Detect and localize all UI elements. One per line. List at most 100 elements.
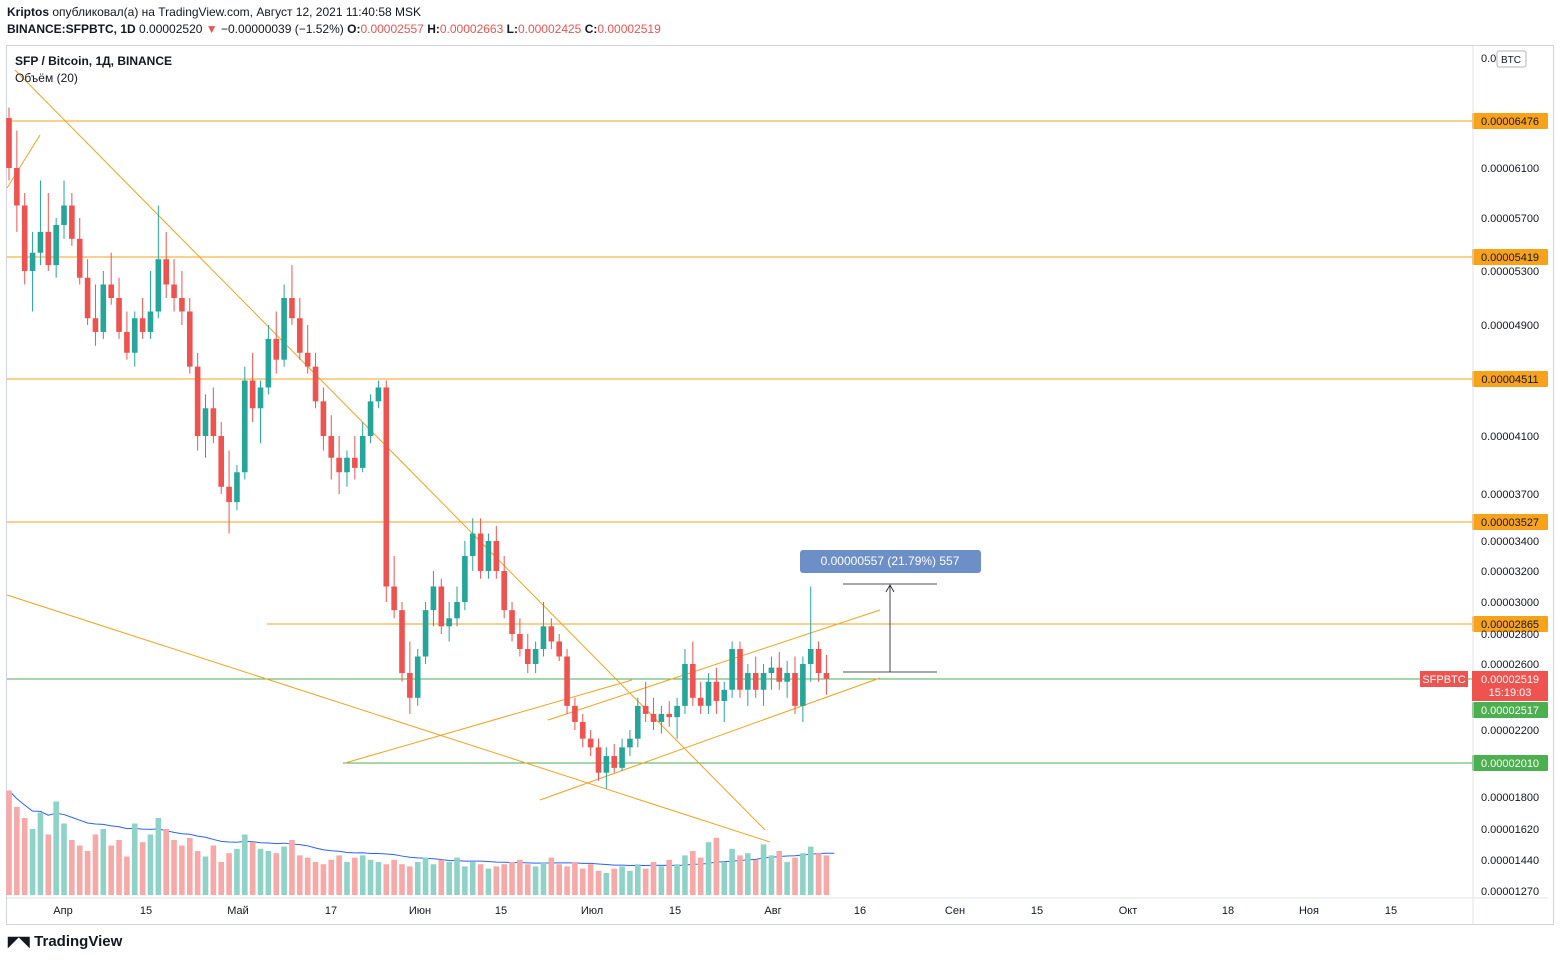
volume-bar — [540, 862, 547, 895]
volume-bar — [635, 864, 641, 895]
x-tick-label: Июн — [409, 905, 431, 917]
volume-bar — [548, 857, 555, 895]
volume-bar — [737, 855, 743, 895]
volume-bar — [391, 859, 397, 895]
currency-badge-label: BTC — [1501, 55, 1521, 66]
legend-title[interactable]: SFP / Bitcoin, 1Д, BINANCE — [15, 54, 173, 68]
candle-body — [352, 457, 358, 468]
level-badge — [1472, 371, 1548, 387]
high-label: H: — [427, 22, 440, 36]
price-countdown: 15:19:03 — [1489, 687, 1532, 699]
y-tick-label: 0.00003400 — [1481, 536, 1539, 548]
y-tick-label: 0.00002800 — [1481, 629, 1539, 641]
symbol-badge — [1420, 671, 1468, 687]
x-tick-label: 15 — [140, 905, 152, 917]
trend-line — [344, 679, 633, 764]
candle-body — [249, 380, 256, 409]
x-tick-label: Апр — [53, 905, 72, 917]
candle-body — [784, 673, 790, 682]
volume-bar — [438, 859, 445, 895]
volume-bar — [430, 864, 437, 895]
volume-bar — [800, 853, 806, 895]
low-label: L: — [506, 22, 518, 36]
chart-frame[interactable] — [6, 45, 1554, 925]
candle-body — [729, 649, 735, 690]
candle-body — [100, 284, 107, 332]
x-tick-label: 17 — [325, 905, 337, 917]
candle-body — [682, 664, 688, 706]
volume-bar — [273, 853, 280, 895]
volume-bar — [713, 837, 720, 895]
level-label: 0.00002517 — [1481, 705, 1539, 717]
candle-body — [265, 338, 272, 388]
volume-bar — [572, 862, 578, 895]
candle-body — [375, 387, 382, 402]
volume-bar — [328, 859, 335, 895]
volume-bar — [218, 862, 225, 895]
open-value: 0.00002557 — [360, 22, 424, 36]
x-tick-label: Май — [227, 905, 249, 917]
x-tick-label: Окт — [1119, 905, 1138, 917]
volume-bar — [650, 862, 657, 895]
candle-body — [210, 408, 217, 436]
symbol-label: BINANCE:SFPBTC, 1D — [7, 22, 136, 36]
candle-body — [147, 311, 154, 332]
volume-bar — [336, 855, 342, 895]
volume-bar — [823, 855, 830, 895]
volume-bar — [493, 866, 500, 895]
candle-body — [179, 298, 185, 312]
volume-bar — [509, 862, 515, 895]
measure-label: 0.00000557 (21.79%) 557 — [821, 554, 960, 568]
volume-bar — [171, 840, 177, 895]
volume-bar — [210, 845, 217, 895]
level-badge — [1472, 616, 1548, 632]
low-value: 0.00002425 — [517, 22, 582, 36]
volume-bar — [344, 862, 350, 895]
volume-bar — [304, 857, 311, 895]
candle-body — [485, 541, 492, 571]
publish-info: Kriptos опубликовал(а) на TradingView.co… — [7, 5, 421, 19]
y-tick-label: 0.00004900 — [1481, 320, 1539, 332]
volume-bar — [29, 829, 36, 895]
candle-body — [650, 713, 657, 722]
volume-bar — [69, 840, 75, 895]
volume-bar — [532, 866, 539, 895]
candle-body — [815, 649, 822, 674]
candle-body — [752, 673, 759, 690]
candle-body — [391, 586, 397, 611]
trend-line — [6, 134, 41, 189]
y-tick-label: 0.00002600 — [1481, 659, 1539, 671]
level-label: 0.00002865 — [1481, 619, 1539, 631]
trend-line — [6, 594, 771, 843]
candle-body — [469, 533, 476, 556]
candle-body — [517, 634, 523, 649]
candle-body — [257, 387, 264, 409]
volume-bar — [729, 848, 735, 895]
candle-body — [407, 673, 413, 698]
level-badge — [1472, 702, 1548, 718]
y-tick-label: 0.00005700 — [1481, 213, 1539, 225]
candle-body — [367, 401, 374, 436]
volume-bar — [139, 842, 146, 895]
level-label: 0.00006476 — [1481, 116, 1539, 128]
price-change: −0.00000039 (−1.52%) — [221, 22, 344, 36]
candle-body — [383, 387, 390, 587]
candle-body — [532, 649, 539, 664]
volume-bar — [446, 862, 452, 895]
legend-volume[interactable]: Объём (20) — [15, 71, 78, 85]
candle-body — [579, 721, 586, 739]
trend-line — [14, 69, 766, 831]
volume-bar — [524, 864, 531, 895]
candle-body — [399, 610, 405, 674]
volume-bar — [147, 834, 154, 895]
volume-bar — [690, 851, 696, 895]
price-badge-value: 0.00002519 — [1481, 674, 1539, 686]
volume-bar — [281, 846, 287, 895]
volume-bar — [249, 842, 256, 895]
candle-body — [281, 298, 287, 360]
x-tick-label: 18 — [1222, 905, 1234, 917]
volume-bar — [6, 790, 12, 895]
volume-bar — [61, 823, 67, 895]
volume-bar — [792, 857, 798, 895]
